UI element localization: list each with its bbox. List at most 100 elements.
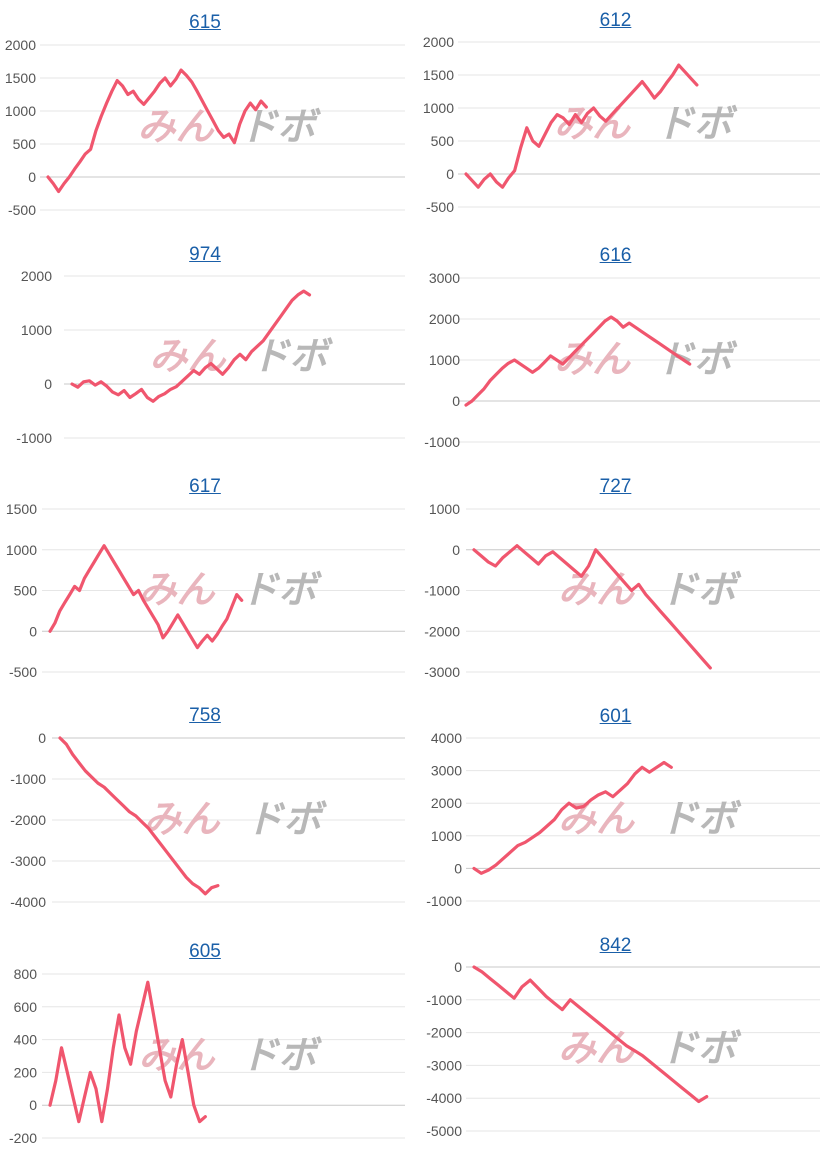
y-tick-label: -3000	[10, 853, 46, 869]
watermark-logo: ドボ	[660, 797, 742, 841]
chart-title-link[interactable]: 758	[189, 705, 221, 726]
y-tick-label: -500	[9, 664, 37, 680]
y-tick-label: -2000	[426, 1025, 462, 1041]
y-tick-label: 1000	[429, 352, 460, 368]
y-tick-label: -3000	[424, 664, 460, 680]
y-tick-label: 1500	[5, 70, 36, 86]
series-line	[472, 760, 673, 875]
watermark-logo: みん	[139, 568, 216, 612]
y-tick-label: 2000	[21, 268, 52, 284]
y-tick-label: -2000	[424, 623, 460, 639]
series-line	[472, 965, 709, 1104]
y-tick-label: -5000	[426, 1123, 462, 1139]
y-tick-label: 400	[14, 1032, 38, 1048]
watermark-logo: ドボ	[241, 568, 323, 612]
chart-panel: 615 2000 1500 1000 500 0 -500 みん ドボ	[0, 0, 410, 230]
y-tick-label: 0	[38, 730, 46, 746]
y-tick-label: 1000	[21, 322, 52, 338]
y-tick-label: -4000	[426, 1090, 462, 1106]
y-tick-label: 1000	[6, 542, 37, 558]
y-tick-label: 2000	[423, 34, 454, 50]
y-tick-label: 0	[454, 860, 462, 876]
watermark-logo: ドボ	[660, 568, 742, 612]
y-tick-label: 1000	[429, 501, 460, 517]
chart-title-link[interactable]: 974	[189, 244, 221, 265]
chart-panel: 758 0 -1000 -2000 -3000 -4000 みん ドボ	[0, 690, 410, 920]
series-line	[48, 980, 207, 1124]
chart-panel: 727 1000 0 -1000 -2000 -3000 みん ドボ	[410, 460, 821, 690]
y-tick-label: 0	[446, 166, 454, 182]
y-tick-label: -3000	[426, 1057, 462, 1073]
watermark-logo: ドボ	[656, 337, 738, 381]
series-line	[464, 63, 699, 189]
chart-title-link[interactable]: 617	[189, 476, 221, 497]
series-line	[70, 289, 312, 403]
chart-title-link[interactable]: 615	[189, 12, 221, 33]
y-tick-label: 0	[29, 1097, 37, 1113]
y-tick-label: 1000	[423, 100, 454, 116]
y-tick-label: 1000	[431, 828, 462, 844]
y-tick-label: -200	[9, 1130, 37, 1146]
chart-title-link[interactable]: 727	[599, 476, 632, 497]
y-tick-label: 3000	[431, 763, 462, 779]
chart-panel: 616 3000 2000 1000 0 -1000 みん ドボ	[410, 230, 821, 460]
y-tick-label: 0	[452, 393, 460, 409]
series-line	[46, 68, 268, 194]
line-chart: 0 -1000 -2000 -3000 -4000 -5000 みん ドボ	[426, 959, 820, 1139]
y-tick-label: -1000	[424, 583, 460, 599]
y-tick-label: -1000	[16, 430, 52, 446]
chart-title-link[interactable]: 612	[599, 10, 632, 31]
y-tick-label: 500	[14, 583, 38, 599]
y-tick-label: 500	[13, 136, 37, 152]
chart-title-link[interactable]: 605	[189, 941, 221, 962]
y-tick-label: 0	[454, 959, 462, 975]
y-tick-label: 0	[452, 542, 460, 558]
line-chart: 0 -1000 -2000 -3000 -4000 みん ドボ	[10, 730, 405, 910]
y-tick-label: 2000	[431, 795, 462, 811]
series-line	[464, 315, 692, 407]
y-tick-label: 600	[14, 999, 38, 1015]
y-tick-label: 0	[29, 623, 37, 639]
y-tick-label: 2000	[5, 37, 36, 53]
watermark-logo: ドボ	[241, 1033, 323, 1077]
chart-panel: 974 2000 1000 0 -1000 みん ドボ	[0, 230, 410, 460]
watermark-logo: みん	[558, 568, 635, 612]
y-tick-label: -1000	[424, 434, 460, 450]
series-line	[472, 544, 712, 670]
watermark-logo: みん	[138, 105, 215, 149]
chart-panel: 842 0 -1000 -2000 -3000 -4000 -5000 みん ドボ	[410, 920, 821, 1155]
y-tick-label: -2000	[10, 812, 46, 828]
chart-title-link[interactable]: 601	[599, 706, 632, 727]
y-tick-label: 800	[14, 966, 38, 982]
chart-title-link[interactable]: 616	[599, 245, 632, 266]
watermark-logo: ドボ	[240, 105, 322, 149]
y-tick-label: -4000	[10, 894, 46, 910]
chart-panel: 601 4000 3000 2000 1000 0 -1000 みん ドボ	[410, 690, 821, 920]
chart-title-link[interactable]: 842	[599, 935, 632, 956]
line-chart: 2000 1000 0 -1000 みん ドボ	[16, 268, 405, 446]
y-tick-label: 3000	[429, 270, 460, 286]
y-tick-label: -1000	[10, 771, 46, 787]
y-tick-label: -1000	[426, 893, 462, 909]
series-line	[48, 544, 244, 650]
watermark-logo: みん	[150, 334, 227, 378]
y-tick-label: 0	[44, 376, 52, 392]
y-tick-label: 1500	[423, 67, 454, 83]
y-tick-label: 200	[14, 1064, 38, 1080]
y-tick-label: 0	[28, 169, 36, 185]
y-tick-label: -500	[426, 199, 454, 215]
line-chart: 1500 1000 500 0 -500 みん ドボ	[6, 501, 405, 680]
watermark-logo: ドボ	[656, 102, 738, 146]
y-tick-label: 1500	[6, 501, 37, 517]
y-tick-label: 500	[431, 133, 455, 149]
watermark-logo: みん	[144, 797, 221, 841]
y-tick-label: 4000	[431, 730, 462, 746]
y-tick-label: -1000	[426, 992, 462, 1008]
watermark-logo: ドボ	[660, 1026, 742, 1070]
watermark-logo: ドボ	[246, 797, 328, 841]
chart-panel: 612 2000 1500 1000 500 0 -500 みん ドボ	[410, 0, 821, 230]
